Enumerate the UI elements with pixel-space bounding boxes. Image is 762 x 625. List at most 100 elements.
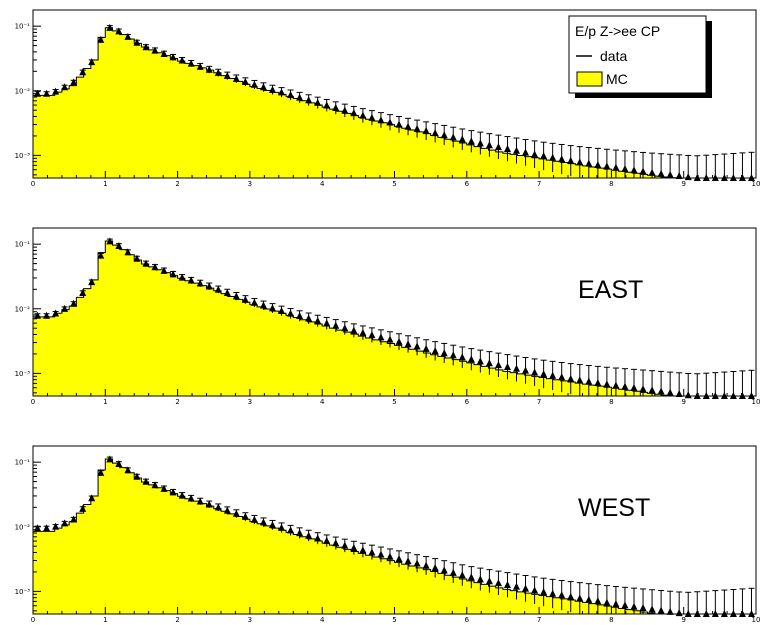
data-point: [630, 166, 638, 174]
data-point: [79, 288, 87, 296]
data-point: [178, 273, 186, 281]
data-point: [603, 162, 611, 170]
data-point: [675, 389, 683, 397]
data-point: [296, 312, 304, 320]
x-tick-label: 5: [392, 180, 396, 188]
legend-title: E/p Z->ee CP: [575, 23, 660, 39]
data-point: [88, 278, 96, 286]
data-point: [259, 301, 267, 309]
data-point: [169, 53, 177, 61]
x-tick-label: 0: [31, 180, 35, 188]
x-tick-label: 8: [609, 616, 613, 624]
data-point: [314, 534, 322, 542]
x-tick-label: 10: [752, 398, 761, 406]
data-point: [648, 605, 656, 613]
data-point: [413, 124, 421, 132]
data-point: [467, 137, 475, 145]
data-point: [115, 242, 123, 250]
data-point: [151, 46, 159, 54]
x-tick-label: 6: [465, 616, 470, 624]
data-point: [657, 387, 665, 395]
x-tick-label: 2: [175, 180, 179, 188]
data-point: [278, 523, 286, 531]
data-point: [395, 554, 403, 562]
data-point: [467, 573, 475, 581]
data-point: [522, 584, 530, 592]
data-point: [603, 598, 611, 606]
data-point: [341, 324, 349, 332]
data-point: [43, 311, 51, 319]
data-point: [142, 259, 150, 267]
data-point: [503, 362, 511, 370]
data-point: [413, 342, 421, 350]
data-point: [169, 270, 177, 278]
data-point: [612, 163, 620, 171]
data-point: [205, 65, 213, 73]
data-point: [594, 597, 602, 605]
data-point: [341, 541, 349, 549]
data-point: [594, 379, 602, 387]
y-tick-label: 10⁻³: [15, 370, 31, 378]
legend-mc-swatch: [576, 71, 603, 87]
data-point: [549, 153, 557, 161]
data-point: [513, 364, 521, 372]
data-point: [476, 139, 484, 147]
data-point: [223, 288, 231, 296]
data-point: [485, 141, 493, 149]
data-point: [386, 335, 394, 343]
data-point: [296, 529, 304, 537]
data-point: [549, 589, 557, 597]
legend-entry-data: data: [600, 48, 627, 64]
x-tick-label: 0: [31, 616, 35, 624]
data-point: [296, 93, 304, 101]
data-point: [268, 304, 276, 312]
data-point: [43, 524, 51, 532]
y-tick-label: 10⁻²: [15, 523, 31, 531]
data-point: [359, 328, 367, 336]
data-point: [540, 370, 548, 378]
x-tick-label: 10: [752, 180, 761, 188]
data-point: [250, 298, 258, 306]
data-point: [52, 87, 60, 95]
data-point: [196, 497, 204, 505]
x-tick-label: 1: [103, 180, 107, 188]
data-point: [52, 309, 60, 317]
data-point: [476, 357, 484, 365]
data-point: [332, 539, 340, 547]
data-point: [124, 32, 132, 40]
data-point: [540, 152, 548, 160]
data-point: [657, 169, 665, 177]
legend: E/p Z->ee CP data MC: [568, 15, 712, 98]
data-point: [431, 564, 439, 572]
x-tick-label: 9: [681, 616, 685, 624]
data-point: [675, 172, 683, 180]
y-tick-label: 10⁻³: [15, 588, 31, 596]
data-point: [494, 579, 502, 587]
data-point: [160, 266, 168, 274]
x-tick-label: 2: [175, 616, 179, 624]
data-point: [70, 299, 78, 307]
data-point: [268, 521, 276, 529]
data-point: [106, 455, 114, 463]
chart-panel-3: 0 1 2 3 4 5 6 7 8 9 10 10⁻¹ 10⁻² 10⁻³ WEST: [15, 445, 760, 624]
data-point: [187, 494, 195, 502]
data-point: [458, 353, 466, 361]
data-point: [232, 292, 240, 300]
data-point: [639, 385, 647, 393]
data-point: [52, 522, 60, 530]
data-point: [666, 607, 674, 615]
x-tick-label: 5: [392, 398, 396, 406]
data-point: [151, 481, 159, 489]
data-point: [377, 116, 385, 124]
data-point: [549, 371, 557, 379]
data-point: [359, 546, 367, 554]
data-point: [594, 161, 602, 169]
data-point: [241, 77, 249, 85]
data-point: [567, 156, 575, 164]
data-point: [34, 89, 42, 97]
data-point: [223, 506, 231, 514]
data-point: [558, 591, 566, 599]
x-tick-label: 4: [320, 616, 325, 624]
chart-panel-2: 0 1 2 3 4 5 6 7 8 9 10 10⁻¹ 10⁻² 10⁻³ EAST: [15, 227, 761, 406]
data-point: [169, 488, 177, 496]
